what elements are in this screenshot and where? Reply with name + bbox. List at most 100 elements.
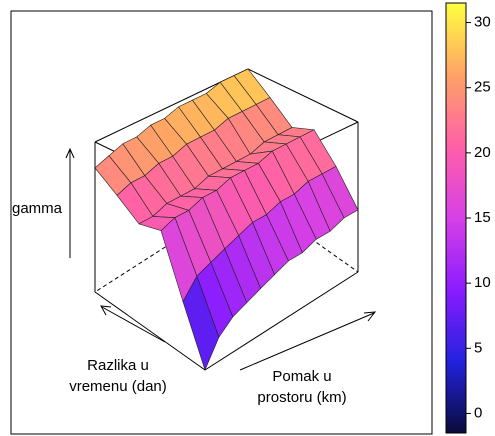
- colorbar-step: [446, 38, 466, 43]
- colorbar-step: [446, 411, 466, 416]
- colorbar-step: [446, 63, 466, 68]
- colorbar-step: [446, 56, 466, 61]
- colorbar-step: [446, 167, 466, 172]
- colorbar-step: [446, 135, 466, 140]
- colorbar-step: [446, 78, 466, 83]
- colorbar-step: [446, 157, 466, 162]
- colorbar-step: [446, 397, 466, 402]
- colorbar-step: [446, 372, 466, 377]
- colorbar-step: [446, 221, 466, 226]
- colorbar-step: [446, 422, 466, 427]
- colorbar-step: [446, 246, 466, 251]
- colorbar-step: [446, 239, 466, 244]
- colorbar-step: [446, 103, 466, 108]
- colorbar-step: [446, 386, 466, 391]
- colorbar-step: [446, 46, 466, 51]
- colorbar-step: [446, 296, 466, 301]
- colorbar-step: [446, 96, 466, 101]
- colorbar-step: [446, 264, 466, 269]
- y-axis-arrow: [101, 306, 166, 343]
- colorbar-step: [446, 425, 466, 430]
- colorbar-step: [446, 185, 466, 190]
- colorbar-step: [446, 124, 466, 129]
- colorbar-step: [446, 42, 466, 47]
- y-axis-label: Razlika u: [87, 357, 149, 374]
- colorbar-step: [446, 196, 466, 201]
- box-edge: [247, 68, 359, 123]
- colorbar-step: [446, 171, 466, 176]
- colorbar-step: [446, 286, 466, 291]
- colorbar-step: [446, 203, 466, 208]
- colorbar-step: [446, 74, 466, 79]
- colorbar-step: [446, 343, 466, 348]
- colorbar-step: [446, 146, 466, 151]
- colorbar-step: [446, 415, 466, 420]
- colorbar-step: [446, 121, 466, 126]
- colorbar-step: [446, 393, 466, 398]
- colorbar-step: [446, 278, 466, 283]
- colorbar-step: [446, 164, 466, 169]
- x-axis-label: prostoru (km): [257, 389, 346, 406]
- colorbar-step: [446, 228, 466, 233]
- colorbar-step: [446, 325, 466, 330]
- colorbar-step: [446, 368, 466, 373]
- colorbar-step: [446, 235, 466, 240]
- x-axis-label: Pomak u: [272, 368, 331, 385]
- box-edge: [94, 291, 206, 371]
- colorbar-step: [446, 85, 466, 90]
- colorbar-step: [446, 6, 466, 11]
- colorbar-step: [446, 99, 466, 104]
- colorbar-step: [446, 257, 466, 262]
- colorbar-tick-label: 0: [474, 404, 482, 421]
- colorbar-step: [446, 293, 466, 298]
- colorbar-step: [446, 92, 466, 97]
- colorbar-step: [446, 350, 466, 355]
- colorbar-step: [446, 20, 466, 25]
- plot-frame: [10, 10, 433, 435]
- colorbar-step: [446, 60, 466, 65]
- colorbar-tick-label: 5: [474, 339, 482, 356]
- colorbar-step: [446, 304, 466, 309]
- colorbar-step: [446, 28, 466, 33]
- colorbar-step: [446, 210, 466, 215]
- z-axis-arrowhead: [65, 147, 75, 159]
- colorbar-step: [446, 81, 466, 86]
- colorbar-step: [446, 142, 466, 147]
- colorbar-step: [446, 149, 466, 154]
- colorbar-step: [446, 318, 466, 323]
- colorbar-step: [446, 275, 466, 280]
- colorbar-step: [446, 117, 466, 122]
- colorbar-step: [446, 114, 466, 119]
- colorbar-step: [446, 49, 466, 54]
- colorbar-step: [446, 139, 466, 144]
- colorbar-step: [446, 314, 466, 319]
- surface-cell: [182, 275, 220, 371]
- colorbar-step: [446, 214, 466, 219]
- y-axis-label: vremenu (dan): [69, 378, 167, 395]
- colorbar-step: [446, 24, 466, 29]
- colorbar-tick-label: 20: [474, 144, 491, 161]
- colorbar-step: [446, 282, 466, 287]
- colorbar-step: [446, 67, 466, 72]
- colorbar-step: [446, 192, 466, 197]
- colorbar-step: [446, 400, 466, 405]
- colorbar-step: [446, 35, 466, 40]
- colorbar-step: [446, 357, 466, 362]
- colorbar-step: [446, 253, 466, 258]
- colorbar-step: [446, 300, 466, 305]
- colorbar-step: [446, 189, 466, 194]
- colorbar-step: [446, 243, 466, 248]
- colorbar-step: [446, 31, 466, 36]
- colorbar-step: [446, 307, 466, 312]
- colorbar-step: [446, 200, 466, 205]
- colorbar-step: [446, 347, 466, 352]
- colorbar-step: [446, 336, 466, 341]
- colorbar-step: [446, 271, 466, 276]
- y-axis-arrowhead: [100, 305, 112, 316]
- colorbar-step: [446, 17, 466, 22]
- colorbar-step: [446, 354, 466, 359]
- colorbar-step: [446, 110, 466, 115]
- x-axis-arrow: [239, 312, 375, 371]
- colorbar-step: [446, 418, 466, 423]
